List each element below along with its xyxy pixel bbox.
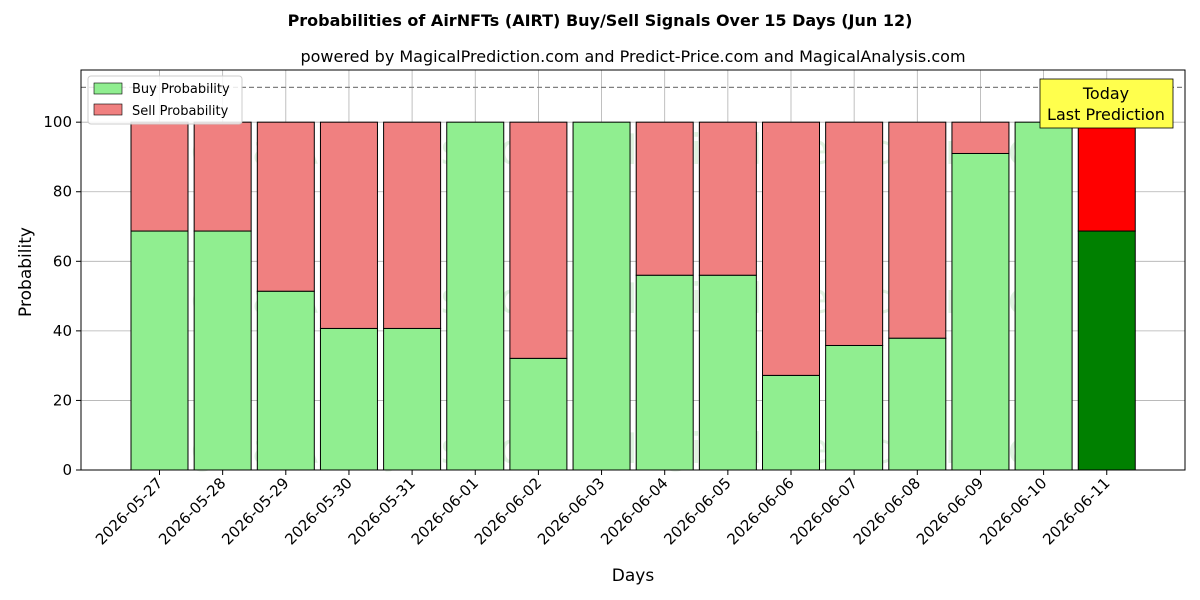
buy-bar — [256, 290, 315, 471]
x-tick-label: 2026-05-31 — [345, 474, 419, 548]
buy-bar — [951, 152, 1010, 471]
today-annotation-box — [1039, 78, 1174, 129]
sell-bar — [130, 121, 189, 232]
sell-bar — [193, 121, 252, 232]
chart-subtitle: powered by MagicalPrediction.com and Pre… — [300, 47, 965, 66]
x-tick-label: 2026-05-30 — [281, 474, 355, 548]
x-tick-label: 2026-06-11 — [1039, 474, 1113, 548]
buy-bar — [572, 121, 631, 471]
x-tick-label: 2026-06-04 — [597, 474, 671, 548]
buy-bar — [383, 327, 442, 471]
y-tick-label: 100 — [43, 113, 72, 131]
sell-bar — [319, 121, 378, 329]
sell-bar — [383, 121, 442, 329]
y-tick-label: 0 — [62, 461, 72, 479]
buy-bar — [509, 357, 568, 471]
x-tick-label: 2026-06-09 — [913, 474, 987, 548]
x-tick-label: 2026-05-28 — [155, 474, 229, 548]
x-axis-ticks: 2026-05-272026-05-282026-05-292026-05-30… — [92, 470, 1114, 548]
x-tick-label: 2026-06-03 — [534, 474, 608, 548]
x-tick-label: 2026-06-02 — [471, 474, 545, 548]
today-annotation: Today Last Prediction — [1039, 78, 1174, 129]
buy-bar — [762, 374, 820, 471]
buy-bar — [698, 274, 757, 471]
sell-bar — [888, 121, 947, 339]
sell-bar — [825, 121, 884, 346]
x-tick-label: 2026-06-07 — [787, 474, 861, 548]
y-tick-label: 80 — [53, 183, 72, 201]
sell-bar — [698, 121, 757, 276]
buy-bar — [130, 230, 189, 471]
x-tick-label: 2026-06-10 — [976, 474, 1050, 548]
x-tick-label: 2026-06-06 — [723, 474, 797, 548]
buy-bar — [888, 337, 947, 471]
x-tick-label: 2026-06-01 — [408, 474, 482, 548]
y-tick-label: 60 — [53, 252, 72, 270]
buy-bar — [1077, 230, 1136, 471]
legend-buy-label: Buy Probability — [132, 82, 230, 97]
legend-sell-label: Sell Probability — [132, 104, 229, 119]
y-tick-label: 40 — [53, 322, 72, 340]
today-annotation-line2: Last Prediction — [1047, 105, 1165, 124]
x-tick-label: 2026-05-27 — [92, 474, 166, 548]
legend: Buy Probability Sell Probability — [87, 75, 243, 125]
today-annotation-line1: Today — [1082, 84, 1129, 103]
buy-bar — [193, 230, 252, 471]
legend-box — [87, 75, 243, 125]
buy-bar — [825, 344, 884, 471]
legend-sell-swatch — [93, 103, 123, 116]
buy-bar — [319, 327, 378, 471]
sell-bar — [635, 121, 694, 276]
x-axis-label: Days — [612, 566, 655, 586]
bar-layer — [130, 121, 1136, 471]
x-tick-label: 2026-06-05 — [660, 474, 734, 548]
sell-bar — [951, 121, 1010, 154]
x-tick-label: 2026-05-29 — [218, 474, 292, 548]
buy-bar — [635, 274, 694, 471]
buy-bar — [1014, 121, 1073, 471]
x-tick-label: 2026-06-08 — [850, 474, 924, 548]
y-axis-label: Probability — [16, 227, 36, 317]
chart-title: Probabilities of AirNFTs (AIRT) Buy/Sell… — [288, 11, 913, 30]
plot-frame — [80, 69, 1186, 471]
sell-bar — [256, 121, 315, 292]
buy-bar — [446, 121, 505, 471]
sell-bar — [509, 121, 568, 359]
sell-bar — [762, 121, 820, 376]
sell-bar — [1077, 121, 1136, 232]
legend-buy-swatch — [93, 82, 123, 95]
y-tick-label: 20 — [53, 391, 72, 409]
y-axis-ticks: 0 20 40 60 80 100 — [43, 113, 81, 479]
